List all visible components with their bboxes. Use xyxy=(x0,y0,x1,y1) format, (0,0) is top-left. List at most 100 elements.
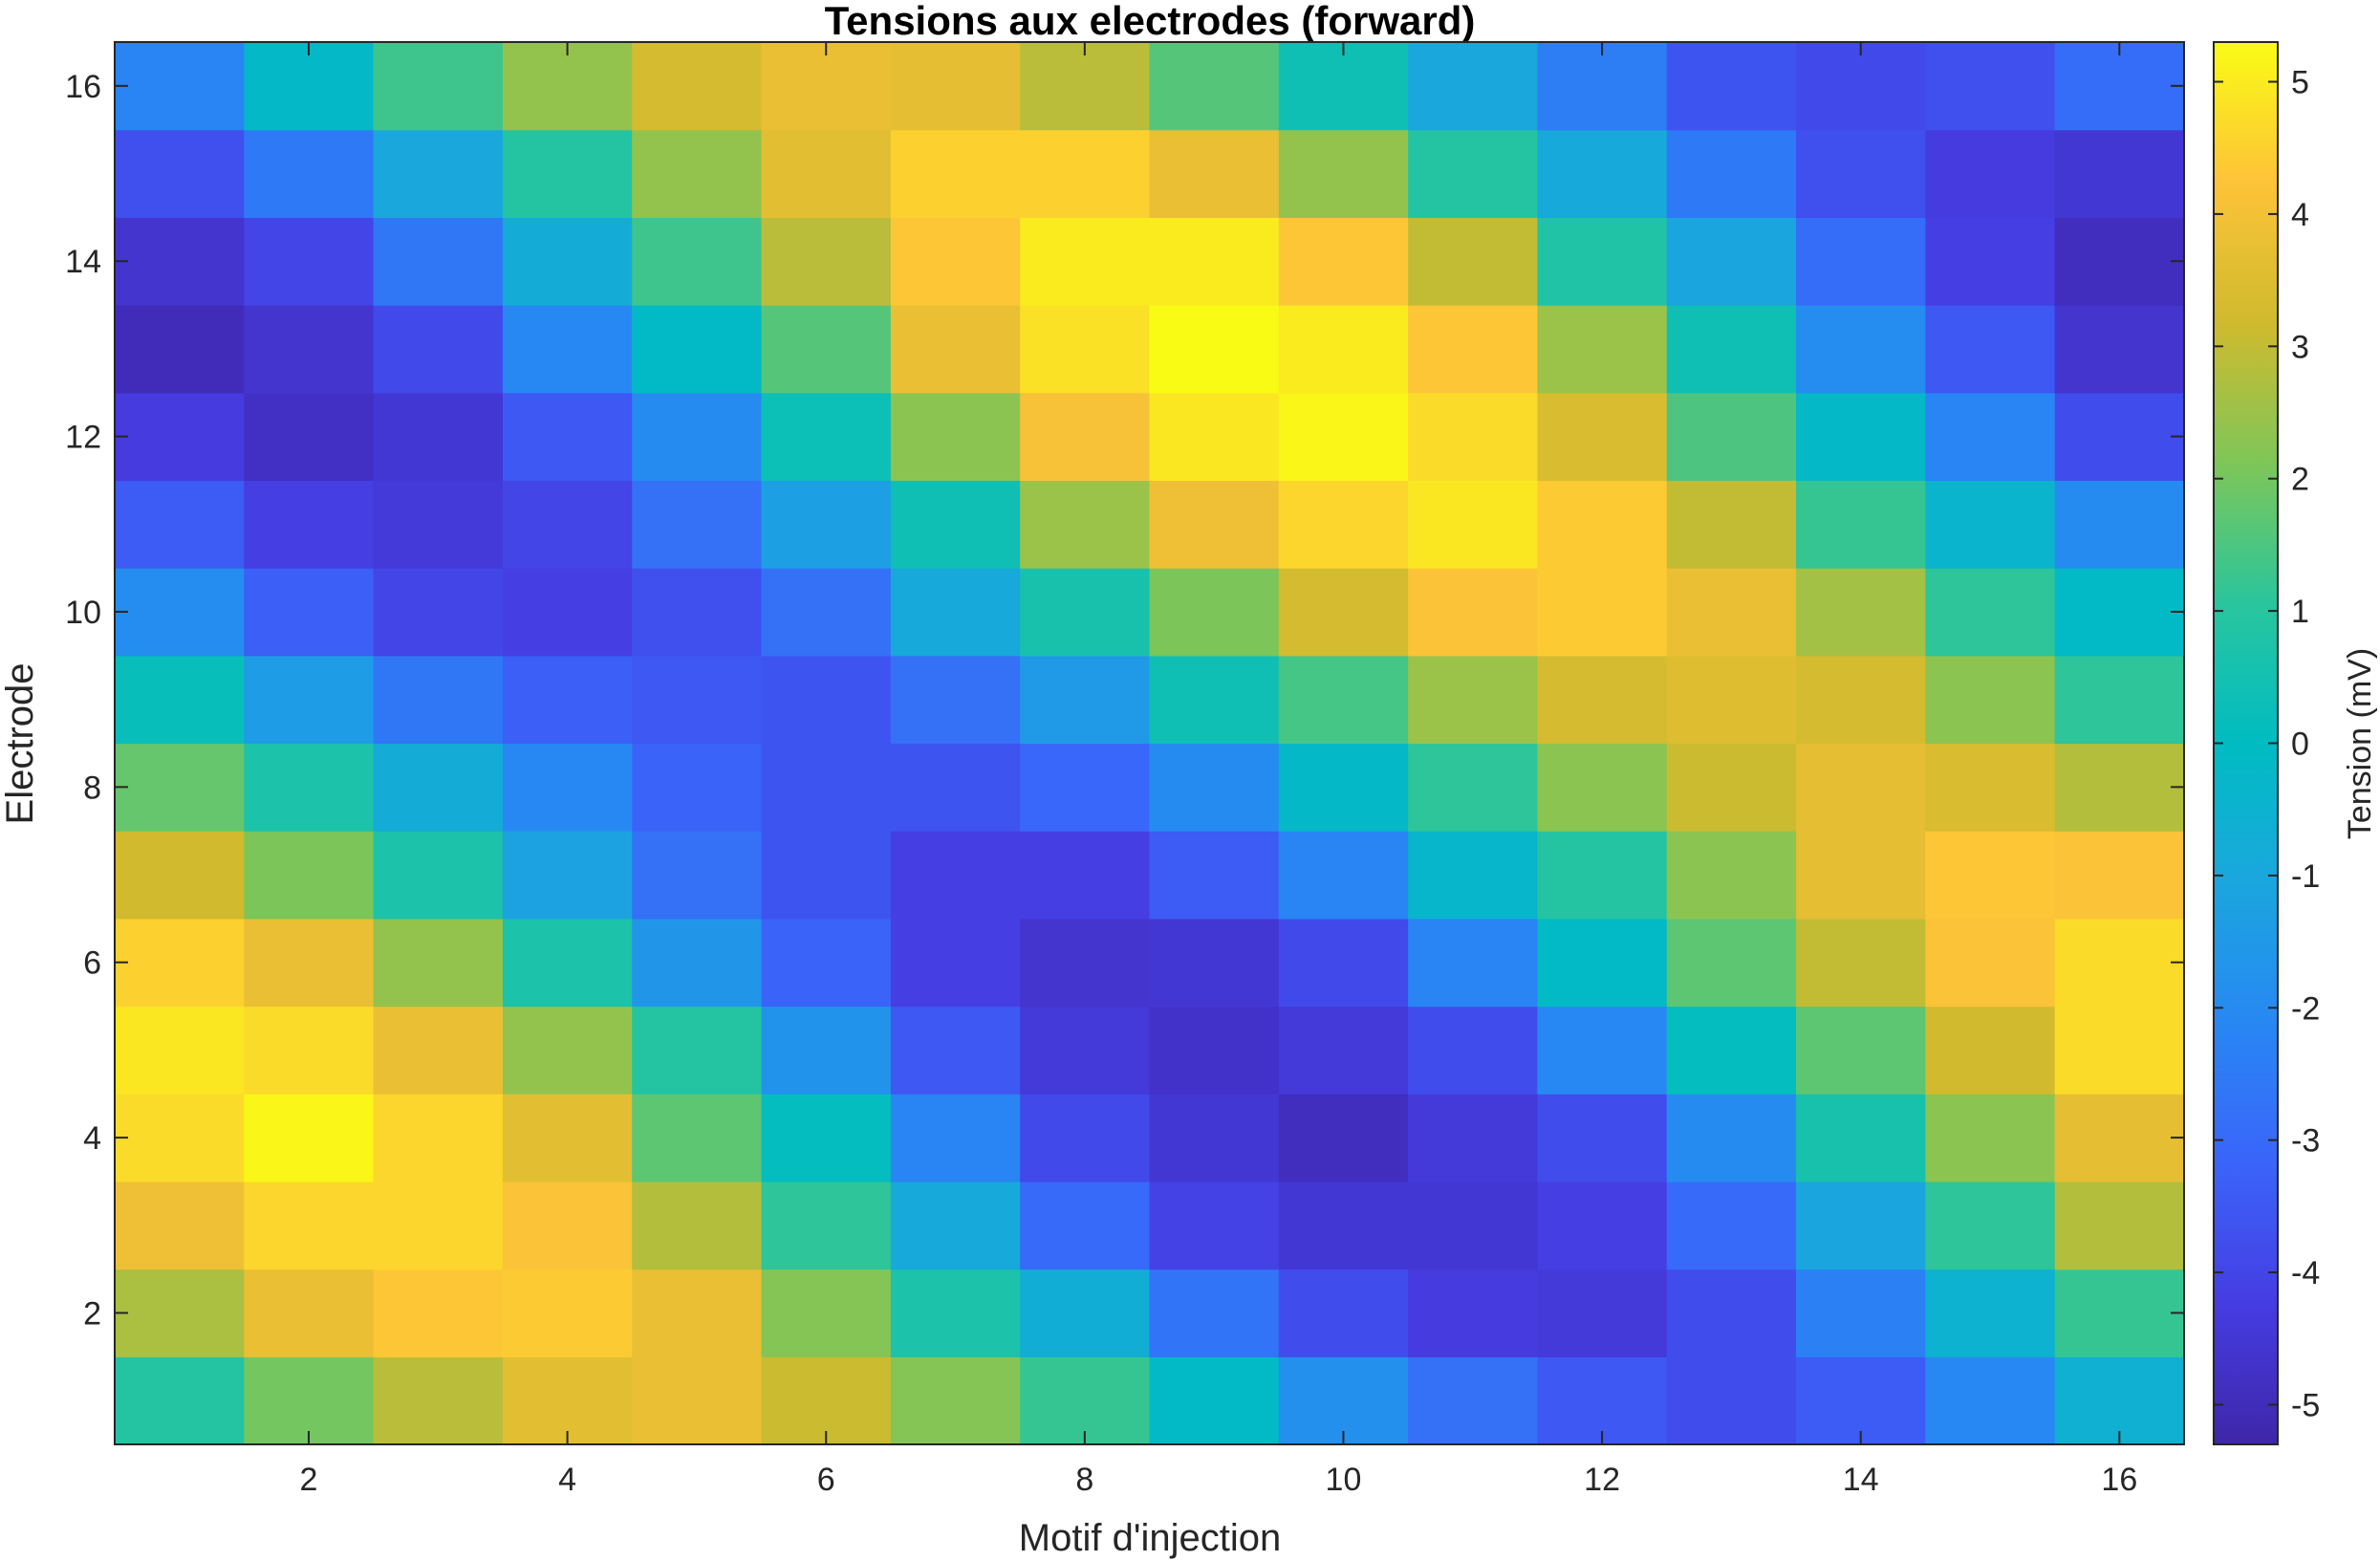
heatmap-cell xyxy=(1925,217,2056,306)
heatmap-cell xyxy=(244,217,375,306)
heatmap-cell xyxy=(1925,1356,2056,1445)
heatmap-cell xyxy=(1149,655,1280,745)
heatmap-cell xyxy=(1666,1094,1797,1182)
heatmap-cell xyxy=(373,305,504,394)
heatmap-cell xyxy=(2054,568,2185,657)
heatmap-cell xyxy=(373,831,504,920)
heatmap-cell xyxy=(502,1181,633,1270)
heatmap-cell xyxy=(1278,918,1409,1008)
heatmap-cell xyxy=(115,129,245,218)
heatmap-cell xyxy=(890,217,1021,306)
heatmap-cell xyxy=(2054,480,2185,569)
heatmap-cell xyxy=(890,1268,1021,1357)
heatmap-cell xyxy=(502,1006,633,1095)
colorbar-tick-label: -5 xyxy=(2291,1387,2320,1423)
heatmap-cell xyxy=(1278,217,1409,306)
heatmap-cell xyxy=(1796,743,1926,832)
heatmap-cell xyxy=(632,1356,763,1445)
heatmap-cell xyxy=(761,1181,892,1270)
heatmap-cell xyxy=(1537,129,1668,218)
heatmap-cell xyxy=(2054,655,2185,745)
heatmap-cell xyxy=(2054,918,2185,1008)
heatmap-cell xyxy=(2054,305,2185,394)
heatmap-cell xyxy=(2054,129,2185,218)
heatmap-cell xyxy=(1925,918,2056,1008)
heatmap-cell xyxy=(502,1356,633,1445)
heatmap-cells xyxy=(115,42,2185,1445)
heatmap-cell xyxy=(1925,392,2056,482)
heatmap-cell xyxy=(1537,831,1668,920)
heatmap-cell xyxy=(502,1268,633,1357)
heatmap-cell xyxy=(502,305,633,394)
heatmap-cell xyxy=(761,831,892,920)
heatmap-cell xyxy=(244,831,375,920)
heatmap-cell xyxy=(761,743,892,832)
heatmap-cell xyxy=(373,1181,504,1270)
heatmap-cell xyxy=(1408,1006,1539,1095)
heatmap-cell xyxy=(244,392,375,482)
heatmap-cell xyxy=(890,1356,1021,1445)
heatmap-cell xyxy=(373,568,504,657)
colorbar-tick-label: 4 xyxy=(2291,197,2309,233)
heatmap-cell xyxy=(761,305,892,394)
heatmap-cell xyxy=(1925,129,2056,218)
heatmap-cell xyxy=(890,129,1021,218)
heatmap-cell xyxy=(1537,1356,1668,1445)
heatmap-cell xyxy=(632,392,763,482)
heatmap-cell xyxy=(1537,392,1668,482)
heatmap-cell xyxy=(502,655,633,745)
colorbar-tick-label: -1 xyxy=(2291,858,2320,895)
heatmap-cell xyxy=(1537,480,1668,569)
heatmap-cell xyxy=(1278,1268,1409,1357)
x-tick-label: 16 xyxy=(2101,1462,2137,1498)
y-tick-label: 6 xyxy=(83,945,101,982)
x-axis-label: Motif d'injection xyxy=(1019,1517,1281,1559)
heatmap-cell xyxy=(632,129,763,218)
heatmap-cell xyxy=(632,305,763,394)
heatmap-cell xyxy=(1278,42,1409,131)
heatmap-cell xyxy=(502,918,633,1008)
heatmap-cell xyxy=(115,1006,245,1095)
heatmap-cell xyxy=(1278,129,1409,218)
heatmap-cell xyxy=(1925,655,2056,745)
heatmap-cell xyxy=(373,129,504,218)
heatmap-cell xyxy=(1278,1006,1409,1095)
heatmap-cell xyxy=(1020,1006,1151,1095)
heatmap-cell xyxy=(373,743,504,832)
heatmap-cell xyxy=(1537,568,1668,657)
colorbar-tick-label: 5 xyxy=(2291,65,2309,101)
heatmap-cell xyxy=(761,480,892,569)
heatmap-cell xyxy=(1666,568,1797,657)
heatmap-cell xyxy=(632,217,763,306)
y-tick-label: 10 xyxy=(65,595,101,631)
heatmap-cell xyxy=(244,42,375,131)
heatmap-cell xyxy=(761,1094,892,1182)
heatmap-cell xyxy=(244,655,375,745)
x-tick-label: 8 xyxy=(1075,1462,1093,1498)
colorbar-tick-label: 2 xyxy=(2291,462,2309,498)
heatmap-cell xyxy=(1537,1006,1668,1095)
heatmap-cell xyxy=(1537,42,1668,131)
heatmap-cell xyxy=(1278,831,1409,920)
heatmap-cell xyxy=(2054,42,2185,131)
heatmap-cell xyxy=(115,831,245,920)
y-tick-label: 16 xyxy=(65,69,101,105)
heatmap-cell xyxy=(890,743,1021,832)
heatmap-cell xyxy=(1278,655,1409,745)
x-tick-label: 2 xyxy=(300,1462,318,1498)
x-tick-label: 12 xyxy=(1584,1462,1620,1498)
heatmap-cell xyxy=(1796,1356,1926,1445)
heatmap-cell xyxy=(115,305,245,394)
heatmap-cell xyxy=(1796,392,1926,482)
heatmap-cell xyxy=(1796,831,1926,920)
heatmap-cell xyxy=(1149,1181,1280,1270)
heatmap-cell xyxy=(1537,217,1668,306)
heatmap-cell xyxy=(1149,1006,1280,1095)
heatmap-cell xyxy=(1666,918,1797,1008)
heatmap-cell xyxy=(244,743,375,832)
heatmap-cell xyxy=(632,831,763,920)
heatmap-cell xyxy=(1537,1268,1668,1357)
heatmap-cell xyxy=(502,1094,633,1182)
heatmap-cell xyxy=(373,480,504,569)
heatmap-cell xyxy=(1925,568,2056,657)
